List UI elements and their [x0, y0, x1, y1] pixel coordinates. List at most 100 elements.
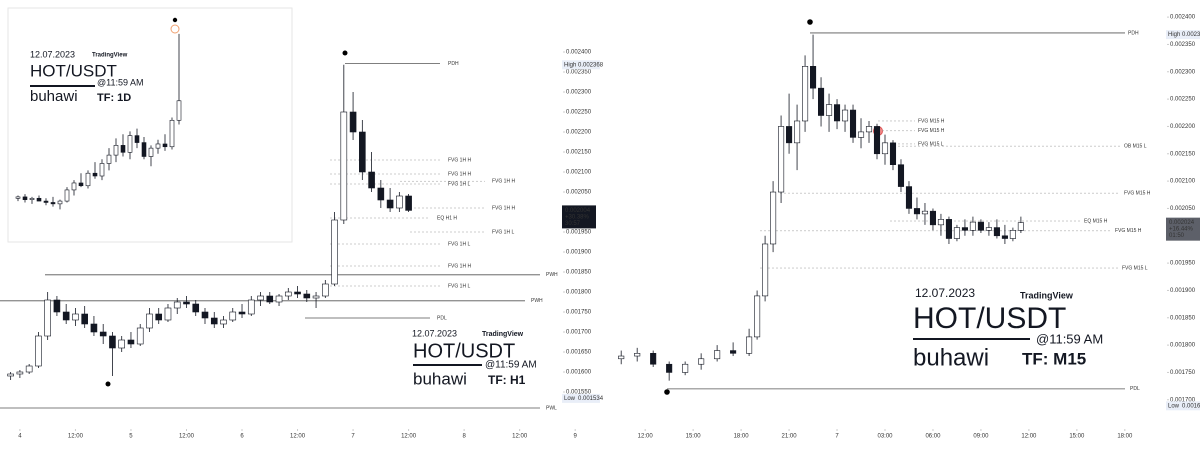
level-label: FVG 1H L [448, 181, 470, 187]
x-tick-label: 03:00 [877, 434, 893, 440]
candle-body [833, 104, 841, 122]
candle-body [127, 135, 133, 153]
candle-body [825, 104, 833, 116]
level-label: FVG M15 H [918, 118, 945, 124]
candle-body [72, 313, 79, 321]
level-label: FVG M15 H [918, 128, 945, 134]
candle-body [945, 219, 953, 239]
candle-body [109, 335, 116, 349]
level-label: FVG 1H H [492, 205, 515, 211]
level-label: FVG M15 H [1124, 190, 1151, 196]
candle-body [7, 373, 14, 377]
candle-body [682, 363, 689, 373]
level-label: OB M15 L [1124, 143, 1147, 149]
x-tick-label: 09:00 [973, 434, 989, 440]
candle-body [359, 131, 366, 173]
candle-body [634, 353, 641, 357]
candle-body [730, 350, 737, 354]
candle-body [113, 145, 119, 156]
y-tick-label: 0.001750 [566, 310, 592, 316]
candle-body [977, 221, 984, 231]
price-marker-value: 0.001689 [1182, 403, 1200, 409]
candle-body [921, 210, 929, 215]
y-tick-label: 0.002200 [566, 130, 592, 136]
candle-body [85, 172, 91, 187]
last-price-countdown: 30:57 [565, 221, 581, 227]
last-price-countdown: 01:50 [1169, 233, 1185, 239]
candle-body [90, 323, 98, 333]
wm-timeframe: TF: H1 [488, 373, 526, 387]
candle-body [368, 171, 375, 189]
y-tick-label: 0.002300 [1170, 69, 1196, 75]
y-tick-label: 0.001950 [1170, 261, 1196, 267]
candle-body [312, 295, 320, 299]
candle-body [71, 182, 77, 191]
marker-dot [807, 19, 813, 25]
candle-body [57, 200, 63, 205]
level-label: PWL [546, 405, 557, 411]
candle-body [985, 227, 992, 231]
candle-body [698, 358, 705, 365]
y-tick-label: 0.001900 [566, 250, 592, 256]
candle-body [794, 120, 801, 144]
candle-body [148, 147, 154, 157]
y-tick-label: 0.001750 [1170, 370, 1196, 376]
y-tick-label: 0.001650 [566, 350, 592, 356]
x-tick-label: 12:00 [512, 434, 528, 440]
candle-body [92, 172, 98, 177]
wm-pair: HOT/USDT [30, 61, 117, 80]
wm-author: buhawi [913, 344, 989, 371]
candle-body [78, 182, 84, 187]
candle-body [192, 303, 200, 313]
y-tick-label: 0.001950 [566, 230, 592, 236]
marker-circle [170, 24, 180, 34]
candle-body [134, 135, 140, 143]
x-tick-label: 18:00 [1117, 434, 1133, 440]
candle-body [173, 301, 181, 309]
candle-body [650, 353, 657, 365]
candle-body [29, 197, 35, 200]
x-tick-label: 7 [351, 434, 355, 440]
x-tick-label: 6 [240, 434, 244, 440]
level-label: PWH [546, 272, 558, 278]
y-tick-label: 0.002250 [566, 110, 592, 116]
candle-body [257, 295, 264, 301]
x-tick-label: 06:00 [925, 434, 941, 440]
price-marker-bg [562, 60, 600, 70]
price-marker-bg [1166, 30, 1200, 40]
candle-body [953, 227, 960, 239]
price-marker-label: Low [1168, 403, 1180, 409]
price-marker-label: Low [564, 396, 576, 402]
x-tick-label: 9 [574, 434, 578, 440]
wm-timeframe: TF: 1D [97, 92, 131, 104]
level-label: EQ H1 H [437, 215, 457, 221]
y-tick-label: 0.002350 [566, 70, 592, 76]
wm-time: @11:59 AM [1036, 331, 1103, 346]
y-tick-label: 0.001850 [566, 270, 592, 276]
wm-date: 12.07.2023 [915, 286, 975, 300]
candle-body [303, 293, 311, 299]
wm-time: @11:59 AM [97, 77, 144, 87]
candle-body [62, 311, 70, 321]
wm-author: buhawi [30, 88, 78, 105]
wm-date: 12.07.2023 [412, 328, 457, 338]
x-tick-label: 8 [462, 434, 466, 440]
candle-body [15, 196, 21, 199]
candle-body [275, 295, 283, 303]
candle-body [155, 143, 161, 149]
candle-body [201, 311, 209, 319]
x-tick-label: 18:00 [734, 434, 750, 440]
candle-body [786, 126, 793, 144]
candle-body [905, 186, 913, 209]
y-tick-label: 0.002300 [566, 90, 592, 96]
last-price-value: 0.002004 [565, 208, 591, 214]
last-price-box [562, 205, 596, 229]
candle-body [817, 87, 825, 116]
last-price-box [1166, 217, 1200, 241]
candle-body [35, 335, 42, 367]
candle-body [247, 299, 255, 315]
candle-body [331, 219, 338, 285]
y-tick-label: 0.002400 [566, 50, 592, 56]
candle-body [118, 339, 126, 349]
candle-body [762, 243, 769, 297]
